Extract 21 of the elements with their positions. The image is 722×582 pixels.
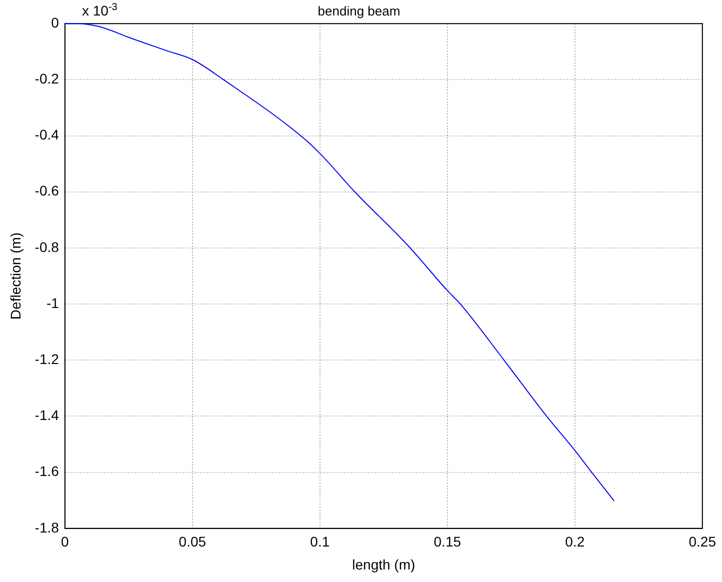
y-tick-label: -0.4: [34, 126, 60, 143]
y-tick-label: -1.4: [34, 407, 60, 424]
chart-title: bending beam: [318, 3, 400, 18]
y-tick-label: -1: [46, 294, 60, 311]
x-tick-label: 0.05: [178, 534, 206, 550]
y-tick-label: 0: [51, 14, 60, 30]
y-tick-label: -1.6: [34, 463, 60, 480]
text: x 10$^{-3}$: [82, 2, 118, 19]
y-tick-label: -0.8: [34, 238, 60, 255]
y-tick-label: -0.6: [34, 182, 60, 199]
y-tick-label: -1.2: [34, 350, 60, 367]
line-series: [64, 23, 615, 502]
x-tick-label: 0: [61, 534, 70, 550]
x-axis-title: length (m): [352, 556, 416, 572]
x-tick-label: 0.1: [310, 534, 330, 550]
y-axis-title: Deflection (m): [7, 232, 24, 320]
y-tick-label: -1.8: [34, 519, 60, 536]
x-tick-label: 0.15: [434, 534, 462, 550]
y-tick-label: -0.2: [34, 70, 60, 87]
x-tick-label: 0.25: [688, 534, 716, 550]
x-tick-label: 0.2: [565, 534, 585, 550]
